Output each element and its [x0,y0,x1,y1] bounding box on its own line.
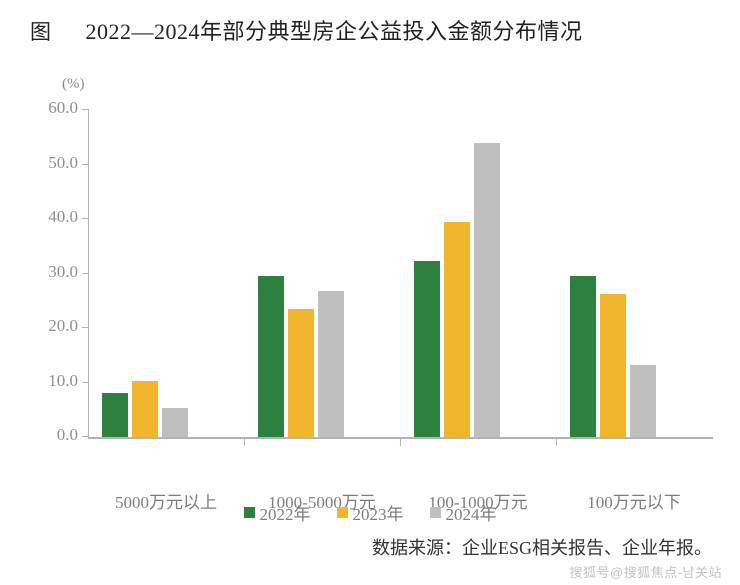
bar-group [400,110,556,437]
y-axis-tick-mark [82,218,89,219]
chart-legend: 2022年 2023年 2024年 [0,500,740,525]
x-axis-category-label: 100-1000万元 [428,493,528,512]
x-axis-separator [556,437,557,446]
y-axis-tick-label: 0.0 [56,425,78,444]
bar[interactable] [258,276,284,437]
figure-caption: 2022—2024年部分典型房企公益投入金额分布情况 [85,19,583,44]
legend-item[interactable]: 2022年 [243,500,311,525]
plot-area: 0.0 10.0 20.0 30.0 40.0 50.0 60.0 5000万元以上 1000… [48,98,712,512]
legend-swatch-icon [243,507,255,518]
legend-swatch-icon [336,507,348,518]
y-axis-tick-label: 30.0 [48,261,78,281]
legend-item[interactable]: 2024年 [429,500,497,525]
y-axis-tick-label: 10.0 [48,370,78,390]
y-axis-tick-label: 40.0 [48,207,78,226]
legend-label: 2022年 [259,505,311,524]
y-axis-tick-mark [82,163,89,165]
bar-chart: (%) 0.0 10.0 20.0 30.0 40.0 50.0 60.0 5000万元以上… [0,70,740,512]
legend-item[interactable]: 2023年 [336,500,404,525]
bar[interactable] [444,222,470,437]
figure-label: 图 [30,20,52,44]
bar[interactable] [288,308,314,437]
x-axis-category-label: 1000-5000万元 [268,493,376,512]
y-axis-tick-label: 20.0 [48,316,78,335]
bar[interactable] [474,142,500,437]
x-axis-separator [244,437,245,446]
bar[interactable] [102,393,128,437]
bar-group [244,110,400,437]
x-axis-separator [400,437,401,446]
bar[interactable] [570,276,596,437]
y-axis-tick-mark [82,272,89,274]
y-axis-tick-mark [82,381,89,383]
bar-group [556,110,712,437]
bar[interactable] [318,290,344,437]
y-axis-tick-label: 60.0 [48,98,78,117]
source-note: 数据来源：企业ESG相关报告、企业年报。 [371,538,712,558]
page-title: 图 2022—2024年部分典型房企公益投入金额分布情况 [0,14,740,46]
bar[interactable] [132,380,158,437]
bar[interactable] [162,408,188,437]
legend-swatch-icon [429,507,441,518]
y-axis-line [88,110,89,438]
y-axis-unit-label: (%) [62,76,85,92]
bar-group [88,110,244,437]
bar[interactable] [600,294,626,437]
y-axis-tick-mark [82,327,89,328]
legend-label: 2023年 [352,505,404,524]
y-axis-tick-mark [82,109,89,110]
y-axis-tick-mark [82,436,89,437]
bar[interactable] [630,364,656,437]
legend-label: 2024年 [445,505,497,524]
watermark: 搜狐号@搜狐焦点-남关站 [569,565,722,580]
x-axis-category-label: 5000万元以上 [115,493,217,512]
bar[interactable] [414,260,440,437]
y-axis-tick-label: 50.0 [48,152,78,172]
x-axis-category-label: 100万元以下 [587,493,681,512]
